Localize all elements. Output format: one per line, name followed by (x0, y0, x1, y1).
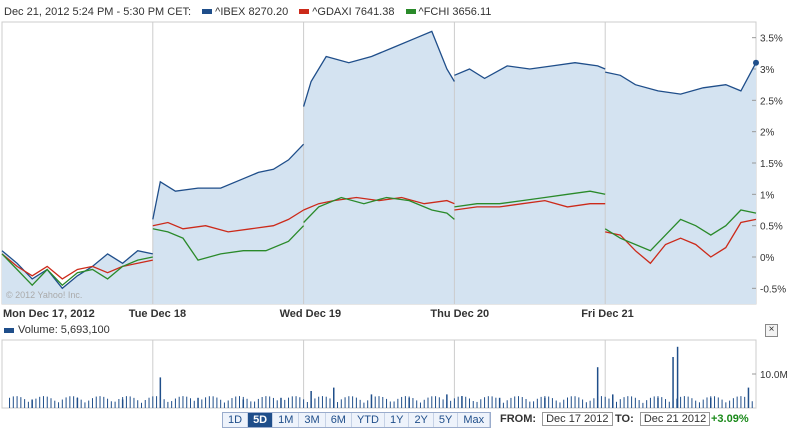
ibex-line (454, 62, 606, 80)
range-3m[interactable]: 3M (299, 413, 326, 427)
range-1y[interactable]: 1Y (384, 413, 410, 427)
date-range: Dec 21, 2012 5:24 PM - 5:30 PM CET: (4, 6, 192, 18)
x-tick-label: Mon Dec 17, 2012 (3, 308, 95, 320)
from-label: FROM: (500, 413, 537, 425)
range-ytd[interactable]: YTD (351, 413, 385, 427)
gdaxi-legend[interactable]: ^GDAXI 7641.38 (312, 6, 395, 18)
volume-tick-label: 10.0M (760, 370, 788, 381)
ibex-line (1, 249, 153, 290)
ibex-legend[interactable]: ^IBEX 8270.20 (215, 6, 289, 18)
legend: Dec 21, 2012 5:24 PM - 5:30 PM CET: ^IBE… (4, 6, 491, 18)
fchi-line (303, 196, 455, 223)
gdaxi-swatch (299, 9, 310, 15)
range-1d[interactable]: 1D (223, 413, 249, 427)
x-tick-label: Thu Dec 20 (430, 308, 489, 320)
watermark: © 2012 Yahoo! Inc. (6, 290, 82, 300)
to-label: TO: (615, 413, 634, 425)
gdaxi-line (303, 196, 455, 211)
range-5y[interactable]: 5Y (433, 413, 459, 427)
fchi-swatch (405, 9, 416, 15)
fchi-legend[interactable]: ^FCHI 3656.11 (418, 6, 492, 18)
fchi-line (454, 190, 606, 208)
gdaxi-line (454, 199, 606, 211)
x-tick-label: Fri Dec 21 (581, 308, 634, 320)
ibex-swatch (202, 9, 213, 15)
range-2y[interactable]: 2Y (409, 413, 434, 427)
ibex-area (605, 62, 756, 305)
close-button[interactable]: × (765, 324, 778, 337)
y-tick-label: 2% (760, 128, 775, 139)
ibex-area (303, 31, 455, 305)
y-tick-label: 1.5% (760, 159, 783, 170)
range-selector: 1D 5D 1M 3M 6M YTD 1Y 2Y 5Y Max (222, 412, 492, 428)
fchi-line (1, 253, 153, 287)
gdaxi-line (1, 253, 153, 280)
ibex-area (454, 62, 606, 305)
y-tick-label: 3.5% (760, 34, 783, 45)
y-tick-label: -0.5% (760, 284, 786, 295)
fchi-line (604, 209, 757, 252)
volume-label: Volume: 5,693,100 (4, 324, 110, 336)
ibex-line (302, 30, 455, 107)
from-date-input[interactable]: Dec 17 2012 (542, 412, 613, 426)
x-tick-label: Tue Dec 18 (129, 308, 186, 320)
range-max[interactable]: Max (458, 413, 491, 427)
range-1m[interactable]: 1M (273, 413, 300, 427)
change-percent: +3.09% (711, 413, 749, 425)
x-tick-label: Wed Dec 19 (280, 308, 342, 320)
ibex-area (2, 250, 153, 304)
fchi-line (152, 225, 305, 261)
range-5d[interactable]: 5D (248, 413, 274, 427)
range-6m[interactable]: 6M (325, 413, 352, 427)
ibex-line (152, 143, 305, 220)
gdaxi-line (605, 218, 757, 265)
ibex-area (152, 144, 304, 304)
y-tick-label: 0.5% (760, 222, 783, 233)
to-group: TO: Dec 21 2012 (615, 412, 711, 426)
y-tick-label: 2.5% (760, 96, 783, 107)
gdaxi-line (152, 209, 304, 233)
to-date-input[interactable]: Dec 21 2012 (639, 412, 711, 426)
ibex-end-marker (753, 59, 759, 66)
ibex-line (605, 62, 757, 95)
from-group: FROM: Dec 17 2012 (500, 412, 613, 426)
y-tick-label: 0% (760, 253, 775, 264)
y-tick-label: 3% (760, 65, 775, 76)
y-tick-label: 1% (760, 190, 775, 201)
